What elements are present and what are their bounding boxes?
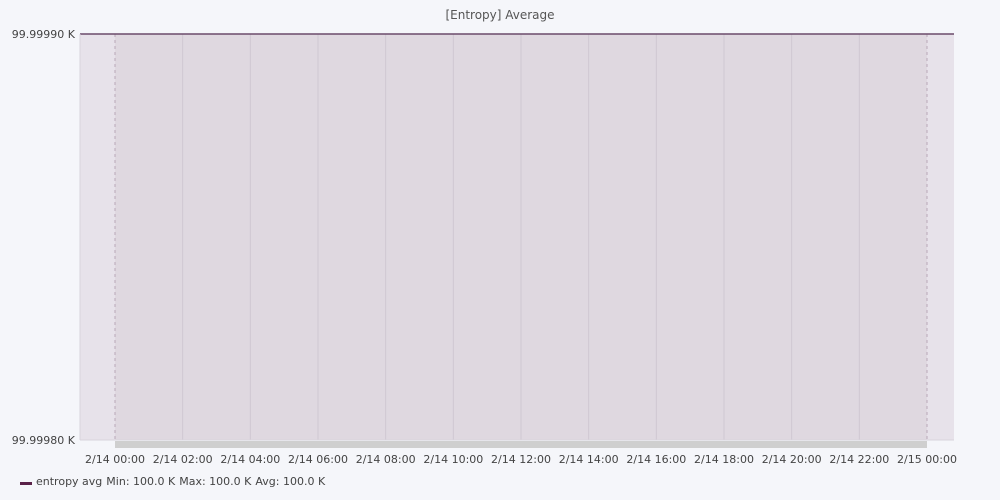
entropy-average-chart: [Entropy] Average 99.99990 K 99.99980 K 2… <box>12 8 957 466</box>
x-tick-label: 2/14 02:00 <box>153 453 213 466</box>
legend-min: Min: 100.0 K <box>106 474 176 488</box>
x-tick-label: 2/15 00:00 <box>897 453 957 466</box>
chart-title: [Entropy] Average <box>445 8 554 22</box>
y-tick-label: 99.99980 K <box>12 434 76 447</box>
x-tick-label: 2/14 22:00 <box>829 453 889 466</box>
x-tick-label: 2/14 18:00 <box>694 453 754 466</box>
x-tick-label: 2/14 14:00 <box>559 453 619 466</box>
range-scrollbar[interactable] <box>115 441 927 448</box>
x-tick-label: 2/14 12:00 <box>491 453 551 466</box>
x-tick-label: 2/14 06:00 <box>288 453 348 466</box>
x-tick-label: 2/14 10:00 <box>423 453 483 466</box>
legend-max: Max: 100.0 K <box>179 474 252 488</box>
x-tick-label: 2/14 04:00 <box>220 453 280 466</box>
legend-series-name: entropy avg <box>36 474 103 488</box>
y-tick-label: 99.99990 K <box>12 28 76 41</box>
legend: entropy avg Min: 100.0 K Max: 100.0 K Av… <box>20 474 329 488</box>
x-axis: 2/14 00:00 2/14 02:00 2/14 04:00 2/14 06:00… <box>80 439 957 466</box>
y-axis: 99.99990 K 99.99980 K <box>12 28 81 447</box>
gridlines <box>114 34 928 440</box>
x-tick-label: 2/14 00:00 <box>85 453 145 466</box>
legend-avg: Avg: 100.0 K <box>255 474 326 488</box>
x-tick-label: 2/14 16:00 <box>626 453 686 466</box>
legend-swatch-entropy-avg <box>20 481 32 485</box>
x-tick-label: 2/14 08:00 <box>356 453 416 466</box>
x-tick-label: 2/14 20:00 <box>762 453 822 466</box>
